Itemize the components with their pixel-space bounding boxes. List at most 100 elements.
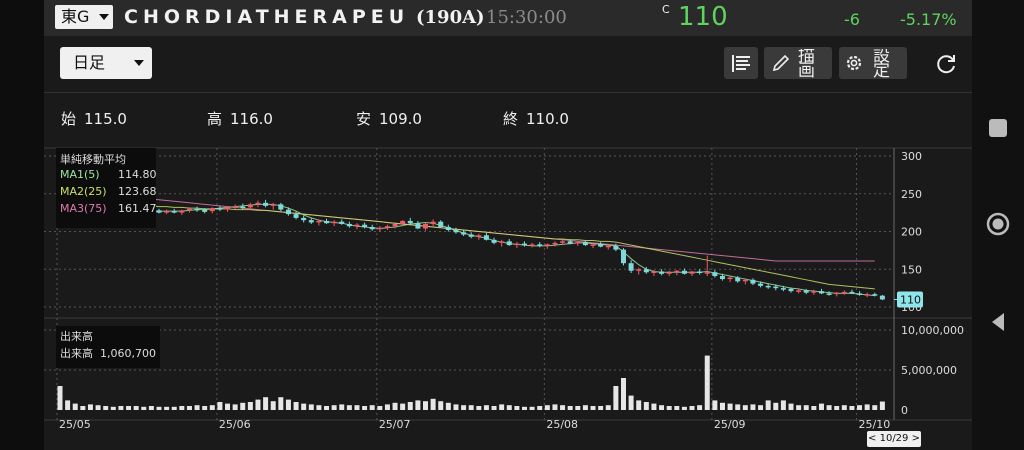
candle-body [841, 291, 847, 294]
volume-bar [438, 401, 444, 410]
volume-bar [87, 404, 93, 410]
volume-bar [445, 402, 451, 410]
candle-body [651, 271, 657, 274]
current-price-tag [897, 291, 923, 308]
price-tick-label: 300 [901, 150, 922, 163]
price-change-percent: -5.17% [900, 10, 957, 29]
open-price: 始 115.0 [61, 110, 127, 128]
volume-bar [301, 403, 307, 410]
chevron-down-icon [99, 14, 109, 20]
close-price: 終 110.0 [503, 110, 569, 128]
indicator-list-icon [732, 55, 750, 72]
volume-bar [255, 399, 261, 410]
volume-bar [430, 398, 436, 410]
candle-body [407, 220, 413, 224]
volume-bar [339, 404, 345, 410]
price-change: -6 [844, 10, 860, 29]
volume-bar [57, 386, 63, 410]
volume-bar [719, 402, 725, 410]
refresh-icon[interactable] [934, 52, 958, 76]
period-select[interactable]: 日足 [60, 47, 152, 79]
candle-body [354, 224, 360, 227]
candle-body [209, 208, 215, 212]
candle-body [620, 249, 626, 264]
price-tick-label: 150 [901, 263, 922, 276]
price-flag: C [662, 3, 670, 16]
volume-bar [331, 405, 337, 410]
draw-button[interactable]: 描画 [764, 47, 832, 79]
candle-body [316, 220, 322, 223]
date-tick-label: 25/09 [714, 418, 746, 431]
volume-bar [225, 403, 231, 410]
candle-body [346, 223, 352, 227]
quote-header: 東G CHORDIATHERAPEU (190A) 15:30:00 C 110… [44, 0, 972, 36]
candlestick-chart[interactable]: 30025020015010010,000,0005,000,000025/05… [44, 0, 972, 450]
volume-bar [681, 406, 687, 410]
volume-bar [499, 404, 505, 410]
volume-bar [377, 406, 383, 410]
candle-body [483, 235, 489, 240]
volume-bar [468, 405, 474, 410]
candle-body [537, 244, 543, 246]
current-price-tag-label: 110 [900, 293, 921, 306]
volume-bar [864, 404, 870, 410]
candle-body [719, 276, 725, 280]
date-navigator[interactable]: < 10/29 > [867, 431, 921, 447]
volume-bar [674, 406, 680, 410]
candle-body [468, 234, 474, 237]
candle-body [423, 223, 429, 229]
ma3-line [59, 189, 875, 262]
candle-body [552, 242, 558, 245]
ma3-legend: MA3(75) 161.47 [60, 202, 157, 215]
volume-bar [423, 401, 429, 410]
candle-body [834, 292, 840, 295]
volume-bar [697, 405, 703, 410]
back-icon[interactable] [986, 310, 1010, 334]
volume-bar [126, 406, 132, 410]
volume-bar [544, 405, 550, 410]
volume-bar [529, 406, 535, 410]
candle-body [704, 272, 710, 274]
volume-bar [263, 397, 269, 410]
candle-body [582, 242, 588, 246]
volume-bar [316, 405, 322, 410]
candle-body [476, 235, 482, 237]
candle-body [826, 293, 832, 295]
candle-body [491, 239, 497, 243]
candle-body [628, 263, 634, 271]
candle-body [232, 206, 238, 209]
volume-bar [72, 403, 78, 410]
volume-bar [765, 400, 771, 410]
home-icon[interactable] [986, 212, 1010, 236]
chart-app: 東G CHORDIATHERAPEU (190A) 15:30:00 C 110… [44, 0, 972, 450]
ma2-line [59, 197, 875, 290]
candle-body [773, 286, 779, 289]
volume-bar [384, 404, 390, 410]
pencil-icon [772, 54, 790, 72]
candle-body [445, 226, 451, 230]
volume-bar [796, 405, 802, 410]
settings-button[interactable]: 設定 [839, 47, 907, 79]
market-select[interactable]: 東G [55, 5, 113, 29]
volume-bar [826, 405, 832, 410]
candle-body [796, 290, 802, 292]
volume-bar [156, 406, 162, 410]
candle-body [438, 221, 444, 227]
volume-bar [773, 402, 779, 410]
candle-body [461, 232, 467, 235]
candle-body [217, 208, 223, 210]
recent-apps-icon[interactable] [986, 116, 1010, 140]
volume-bar [285, 399, 291, 410]
candle-body [514, 243, 520, 246]
candle-body [674, 270, 680, 273]
candle-body [247, 204, 253, 208]
ma1-legend: MA1(5) 114.80 [60, 168, 157, 181]
volume-bar [453, 404, 459, 410]
candle-body [567, 241, 573, 244]
volume-bar [803, 405, 809, 410]
volume-bar [727, 403, 733, 410]
candle-body [598, 244, 604, 247]
indicator-list-button[interactable] [724, 47, 758, 79]
candle-body [712, 272, 718, 277]
candle-body [765, 285, 771, 288]
